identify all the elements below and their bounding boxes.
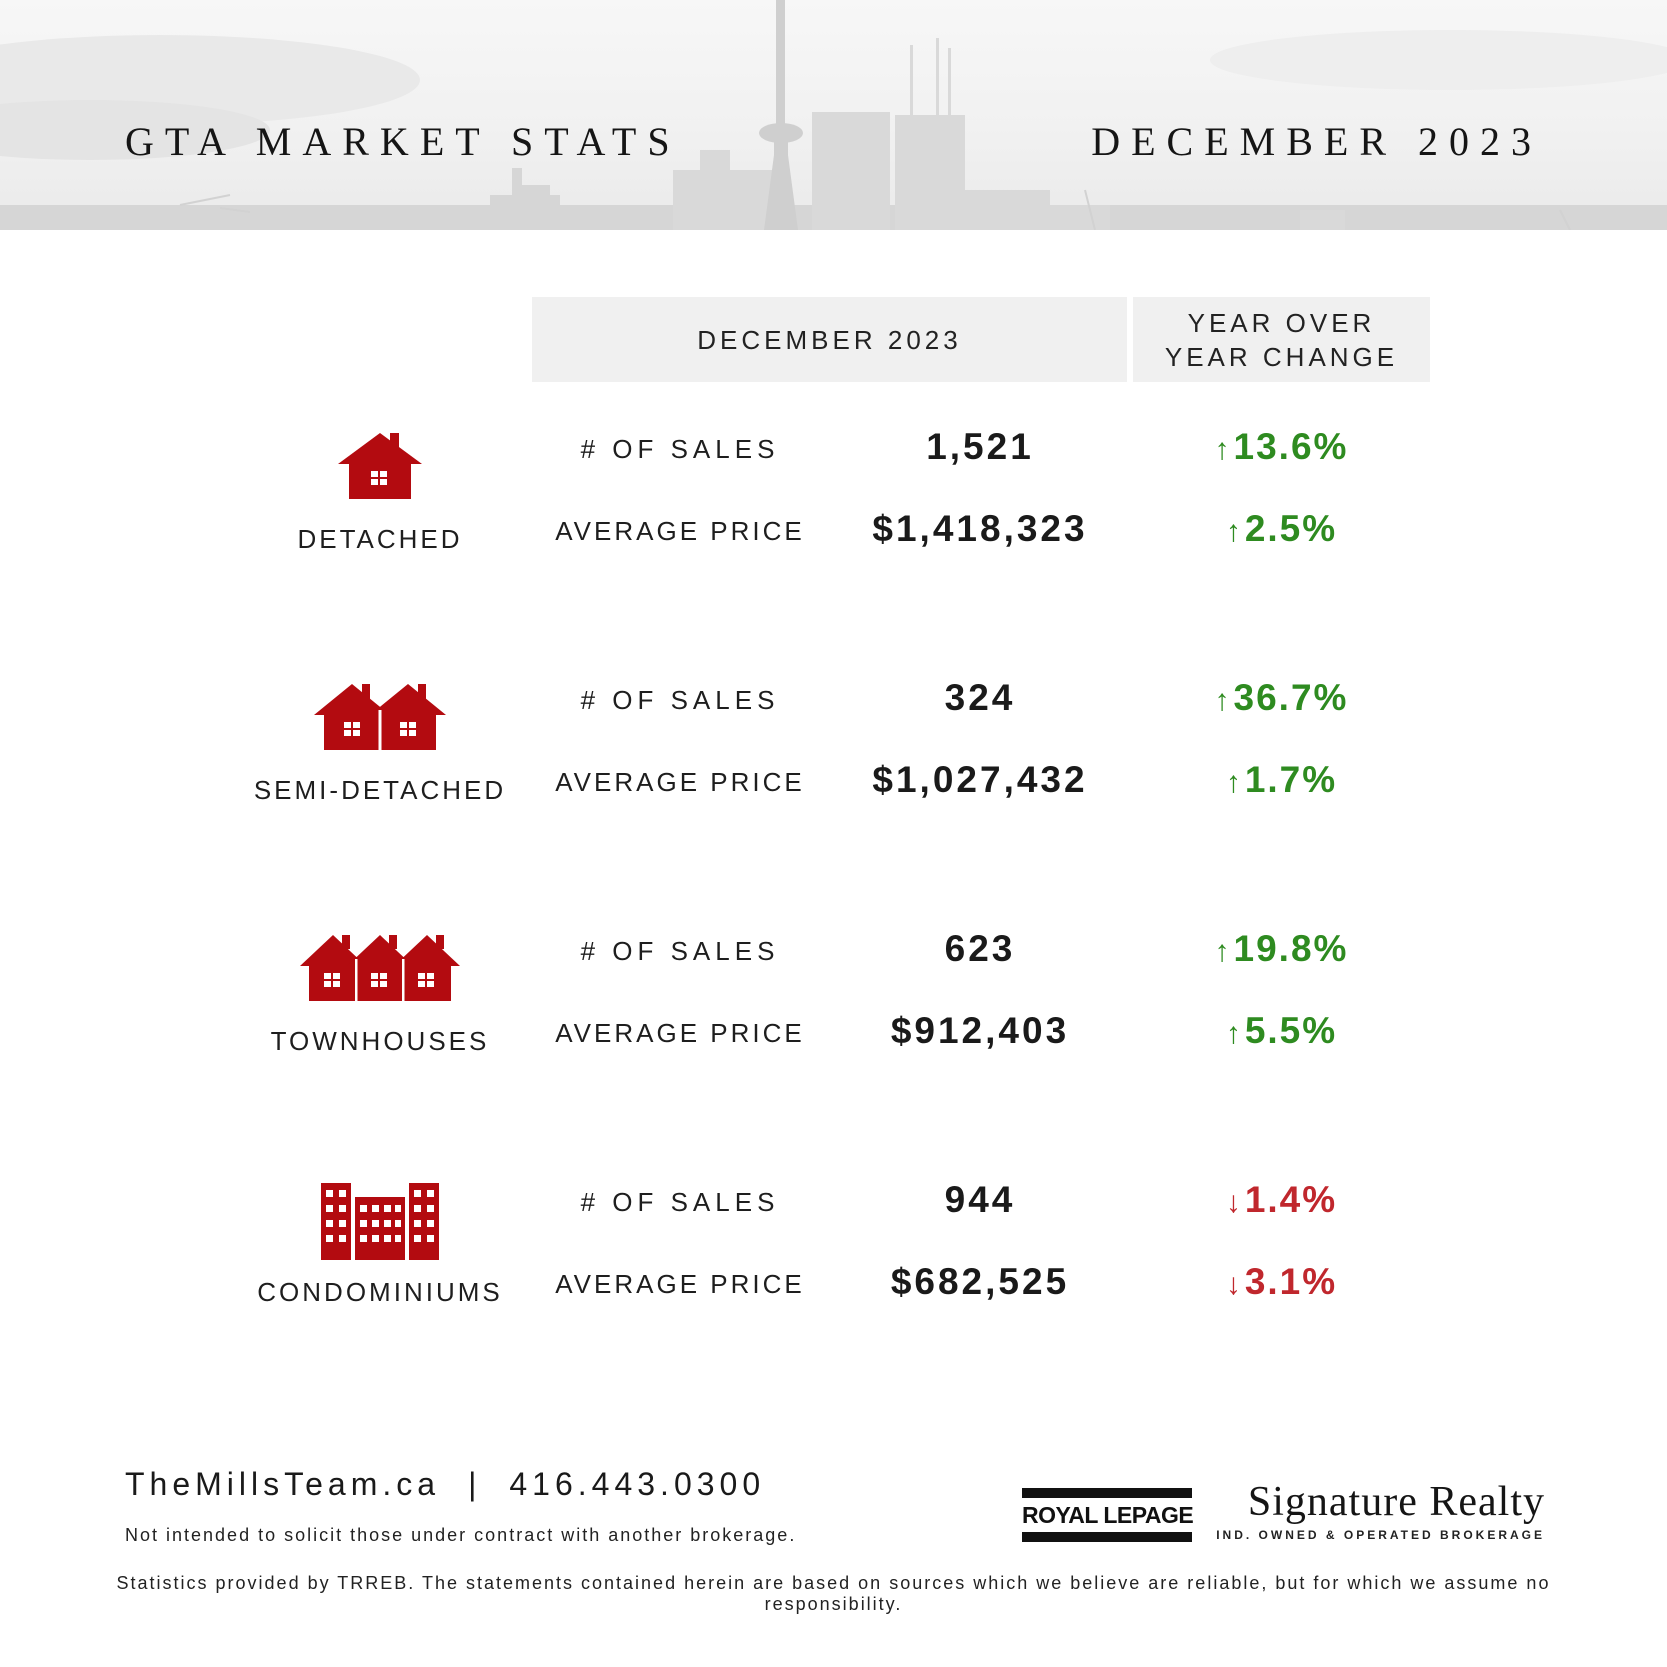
average-price-value: $912,403 [890,1010,1070,1051]
arrow-up-icon: ↑ [1225,766,1243,799]
price-change-value: 3.1% [1244,1261,1338,1302]
contact-separator: | [468,1466,482,1502]
sales-count-label: # OF SALES [580,1187,780,1217]
sales-change: ↑36.7% [1133,677,1430,719]
change-header-line2: YEAR CHANGE [1164,341,1399,372]
brokerage-tagline: IND. OWNED & OPERATED BROKERAGE [1216,1528,1545,1542]
average-price-label: AVERAGE PRICE [555,516,805,546]
stats-group-semi-detached: SEMI-DETACHED # OF SALES 324 ↑36.7% AVER… [0,671,1667,831]
price-change: ↑1.7% [1133,759,1430,801]
sales-count-label: # OF SALES [580,434,780,464]
average-price-value: $1,418,323 [872,508,1088,549]
signature-realty-logo: Signature Realty IND. OWNED & OPERATED B… [1215,1478,1545,1542]
price-change-value: 5.5% [1244,1010,1338,1051]
semi-detached-house-icon [314,684,446,750]
sales-change-value: 19.8% [1233,928,1349,969]
report-date: DECEMBER 2023 [1091,119,1542,164]
sales-count-label: # OF SALES [580,936,780,966]
header-banner: GTA MARKET STATS DECEMBER 2023 [0,0,1667,230]
price-change: ↓3.1% [1133,1261,1430,1303]
contact-line: TheMillsTeam.ca | 416.443.0300 [125,1466,765,1503]
logo-bar-bottom [1022,1532,1192,1542]
stats-group-detached: DETACHED # OF SALES 1,521 ↑13.6% AVERAGE… [0,420,1667,580]
arrow-up-icon: ↑ [1225,1017,1243,1050]
signature-realty-wordmark: Signature Realty [1247,1479,1545,1525]
royal-lepage-logo: ROYAL LEPAGE [1022,1488,1194,1542]
property-type-label: SEMI-DETACHED [253,775,507,805]
arrow-up-icon: ↑ [1214,433,1232,466]
property-type-label: CONDOMINIUMS [257,1277,503,1307]
arrow-up-icon: ↑ [1214,684,1232,717]
property-type-label: TOWNHOUSES [270,1026,490,1056]
sales-change: ↓1.4% [1133,1179,1430,1221]
sales-count-value: 1,521 [926,426,1034,467]
sales-change-value: 36.7% [1233,677,1349,718]
price-change: ↑2.5% [1133,508,1430,550]
property-type-label: DETACHED [297,524,463,554]
arrow-down-icon: ↓ [1225,1186,1243,1219]
average-price-value: $1,027,432 [872,759,1088,800]
townhouse-icon [300,935,460,1001]
sales-count-value: 324 [944,677,1016,718]
price-change: ↑5.5% [1133,1010,1430,1052]
stats-group-condominiums: CONDOMINIUMS # OF SALES 944 ↓1.4% AVERAG… [0,1173,1667,1333]
period-column-header: DECEMBER 2023 [532,297,1127,382]
sales-change-value: 13.6% [1233,426,1349,467]
price-change-value: 2.5% [1244,508,1338,549]
average-price-label: AVERAGE PRICE [555,767,805,797]
phone-number[interactable]: 416.443.0300 [509,1466,766,1502]
arrow-up-icon: ↑ [1225,515,1243,548]
sales-count-value: 944 [944,1179,1016,1220]
logo-bar-top [1022,1488,1192,1498]
arrow-down-icon: ↓ [1225,1268,1243,1301]
city-skyline-image [0,0,1667,230]
statistics-disclaimer: Statistics provided by TRREB. The statem… [116,1573,1551,1614]
price-change-value: 1.7% [1244,759,1338,800]
sales-change-value: 1.4% [1244,1179,1338,1220]
detached-house-icon [338,433,422,499]
arrow-up-icon: ↑ [1214,935,1232,968]
average-price-value: $682,525 [890,1261,1070,1302]
sales-count-value: 623 [944,928,1016,969]
average-price-label: AVERAGE PRICE [555,1018,805,1048]
sales-change: ↑13.6% [1133,426,1430,468]
website-link[interactable]: TheMillsTeam.ca [125,1466,441,1502]
royal-lepage-wordmark: ROYAL LEPAGE [1022,1502,1194,1528]
sales-change: ↑19.8% [1133,928,1430,970]
solicitation-note: Not intended to solicit those under cont… [125,1525,797,1545]
stats-group-townhouses: TOWNHOUSES # OF SALES 623 ↑19.8% AVERAGE… [0,922,1667,1082]
page-title: GTA MARKET STATS [125,119,681,164]
change-header-line1: YEAR OVER [1187,307,1376,338]
period-header-label: DECEMBER 2023 [697,324,962,355]
condominium-icon [321,1183,439,1260]
change-column-header: YEAR OVER YEAR CHANGE [1133,297,1430,382]
sales-count-label: # OF SALES [580,685,780,715]
average-price-label: AVERAGE PRICE [555,1269,805,1299]
